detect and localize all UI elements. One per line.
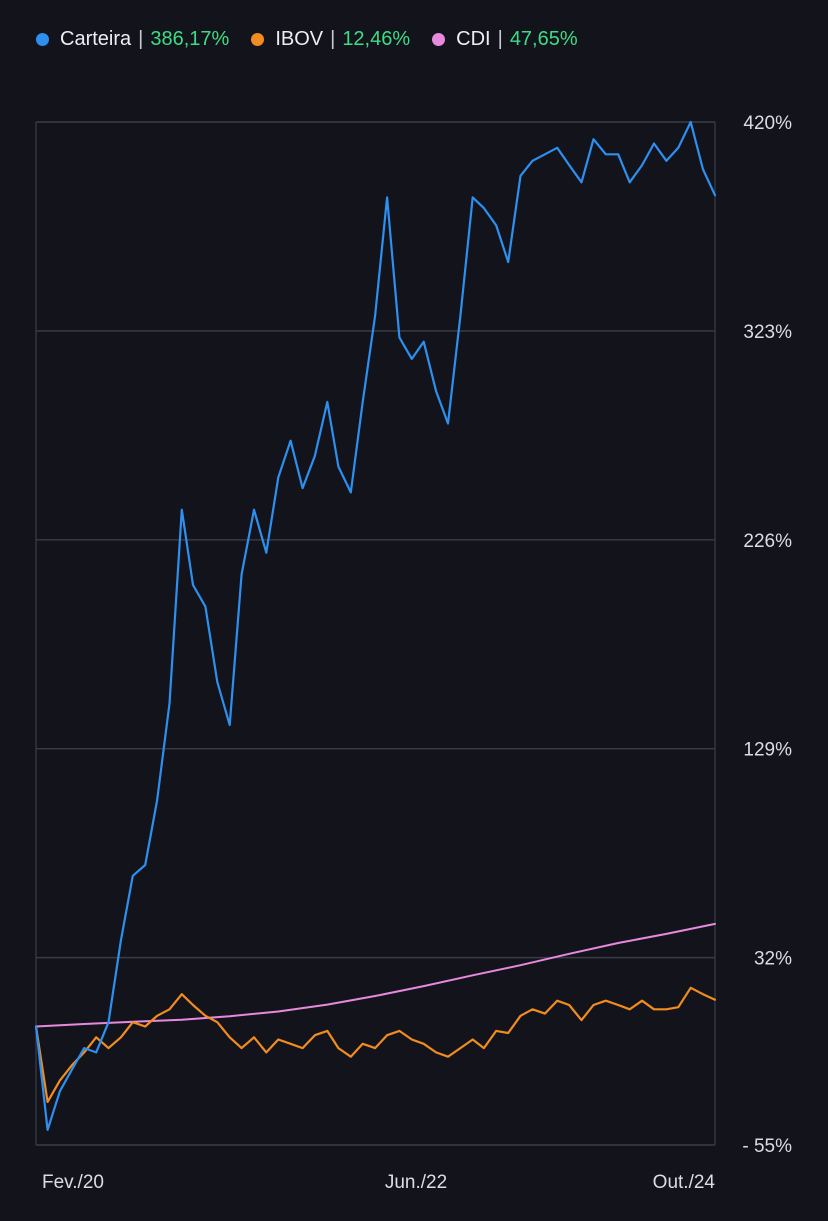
legend-item-carteira[interactable]: Carteira | 386,17% <box>36 28 229 51</box>
legend-separator: | <box>497 28 503 50</box>
legend-name: Carteira <box>60 28 132 50</box>
legend-value: 386,17% <box>150 28 230 50</box>
y-tick-label: - 55% <box>742 1136 792 1157</box>
legend-value: 47,65% <box>509 28 578 50</box>
y-tick-label: 129% <box>743 740 792 761</box>
legend-separator: | <box>330 28 336 50</box>
series-line-cdi <box>35 922 716 1028</box>
chart-legend: Carteira | 386,17% IBOV | 12,46% CDI | 4… <box>36 28 600 51</box>
legend-name: CDI <box>456 28 491 50</box>
legend-dot-cdi <box>432 33 446 46</box>
y-tick-label: 420% <box>743 113 792 134</box>
legend-item-ibov[interactable]: IBOV | 12,46% <box>251 28 410 51</box>
y-tick-label: 32% <box>754 949 792 970</box>
legend-separator: | <box>138 28 144 50</box>
x-axis-ticks: Fev./20 Jun./22 Out./24 <box>42 1172 715 1193</box>
series-line-ibov <box>34 986 717 1104</box>
legend-value: 12,46% <box>342 28 411 50</box>
y-axis-ticks: 420% 323% 226% 129% 32% - 55% <box>742 113 792 1157</box>
legend-dot-carteira <box>36 33 49 46</box>
chart-series <box>34 120 717 1132</box>
legend-name: IBOV <box>275 28 324 50</box>
y-tick-label: 226% <box>743 531 792 552</box>
y-tick-label: 323% <box>743 322 792 343</box>
x-tick-label: Out./24 <box>653 1172 716 1193</box>
legend-item-cdi[interactable]: CDI | 47,65% <box>432 28 578 51</box>
x-tick-label: Jun./22 <box>385 1172 447 1193</box>
legend-dot-ibov <box>251 33 265 46</box>
x-tick-label: Fev./20 <box>42 1172 104 1193</box>
chart-grid <box>35 121 716 1146</box>
series-line-carteira <box>34 120 717 1132</box>
